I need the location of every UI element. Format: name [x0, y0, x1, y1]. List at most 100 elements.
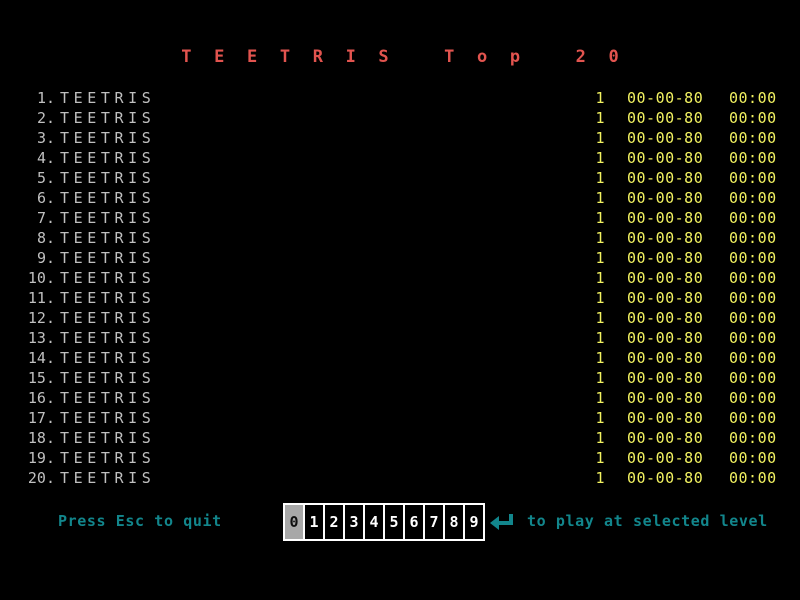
- score-row: 5. TEETRIS 1 00-00-80 00:00: [0, 168, 800, 188]
- score-time: 00:00: [729, 89, 777, 107]
- score-rank: 18.: [27, 429, 55, 447]
- score-rank: 15.: [27, 369, 55, 387]
- level-option-2[interactable]: 2: [325, 505, 345, 539]
- score-time: 00:00: [729, 129, 777, 147]
- score-time: 00:00: [729, 369, 777, 387]
- score-row: 10. TEETRIS 1 00-00-80 00:00: [0, 268, 800, 288]
- score-points: 1: [595, 129, 605, 147]
- score-points: 1: [595, 429, 605, 447]
- score-time: 00:00: [729, 329, 777, 347]
- score-player-name: TEETRIS: [60, 129, 156, 147]
- level-option-1[interactable]: 1: [305, 505, 325, 539]
- enter-return-arrow-icon: [490, 514, 516, 532]
- score-points: 1: [595, 349, 605, 367]
- score-date: 00-00-80: [627, 109, 704, 127]
- score-date: 00-00-80: [627, 189, 704, 207]
- score-points: 1: [595, 289, 605, 307]
- score-player-name: TEETRIS: [60, 429, 156, 447]
- score-points: 1: [595, 169, 605, 187]
- score-points: 1: [595, 369, 605, 387]
- score-row: 12. TEETRIS 1 00-00-80 00:00: [0, 308, 800, 328]
- score-date: 00-00-80: [627, 429, 704, 447]
- level-option-0[interactable]: 0: [285, 505, 305, 539]
- score-points: 1: [595, 309, 605, 327]
- score-time: 00:00: [729, 449, 777, 467]
- level-option-8[interactable]: 8: [445, 505, 465, 539]
- score-row: 6. TEETRIS 1 00-00-80 00:00: [0, 188, 800, 208]
- score-player-name: TEETRIS: [60, 229, 156, 247]
- score-rank: 2.: [36, 109, 55, 127]
- score-date: 00-00-80: [627, 409, 704, 427]
- score-rank: 20.: [27, 469, 55, 487]
- level-option-9[interactable]: 9: [465, 505, 483, 539]
- score-rank: 7.: [36, 209, 55, 227]
- level-option-5[interactable]: 5: [385, 505, 405, 539]
- score-rank: 1.: [36, 89, 55, 107]
- score-date: 00-00-80: [627, 209, 704, 227]
- level-option-6[interactable]: 6: [405, 505, 425, 539]
- score-time: 00:00: [729, 109, 777, 127]
- score-time: 00:00: [729, 149, 777, 167]
- score-date: 00-00-80: [627, 469, 704, 487]
- score-rank: 12.: [27, 309, 55, 327]
- score-rank: 8.: [36, 229, 55, 247]
- score-date: 00-00-80: [627, 269, 704, 287]
- score-time: 00:00: [729, 409, 777, 427]
- score-date: 00-00-80: [627, 389, 704, 407]
- score-rank: 14.: [27, 349, 55, 367]
- score-date: 00-00-80: [627, 169, 704, 187]
- score-points: 1: [595, 149, 605, 167]
- score-player-name: TEETRIS: [60, 369, 156, 387]
- level-option-7[interactable]: 7: [425, 505, 445, 539]
- score-points: 1: [595, 389, 605, 407]
- score-date: 00-00-80: [627, 229, 704, 247]
- score-rank: 17.: [27, 409, 55, 427]
- page-title: T E E T R I S T o p 2 0: [181, 47, 625, 67]
- score-player-name: TEETRIS: [60, 389, 156, 407]
- score-points: 1: [595, 109, 605, 127]
- score-points: 1: [595, 469, 605, 487]
- score-rank: 4.: [36, 149, 55, 167]
- score-rank: 11.: [27, 289, 55, 307]
- score-rank: 5.: [36, 169, 55, 187]
- score-date: 00-00-80: [627, 329, 704, 347]
- score-time: 00:00: [729, 209, 777, 227]
- score-row: 18. TEETRIS 1 00-00-80 00:00: [0, 428, 800, 448]
- score-date: 00-00-80: [627, 89, 704, 107]
- score-row: 4. TEETRIS 1 00-00-80 00:00: [0, 148, 800, 168]
- score-rank: 9.: [36, 249, 55, 267]
- score-points: 1: [595, 89, 605, 107]
- score-row: 11. TEETRIS 1 00-00-80 00:00: [0, 288, 800, 308]
- score-player-name: TEETRIS: [60, 189, 156, 207]
- score-time: 00:00: [729, 229, 777, 247]
- score-row: 16. TEETRIS 1 00-00-80 00:00: [0, 388, 800, 408]
- score-date: 00-00-80: [627, 449, 704, 467]
- score-row: 19. TEETRIS 1 00-00-80 00:00: [0, 448, 800, 468]
- high-score-table: 1. TEETRIS 1 00-00-80 00:00 2. TEETRIS 1 00-00-8…: [0, 88, 800, 488]
- score-row: 8. TEETRIS 1 00-00-80 00:00: [0, 228, 800, 248]
- level-option-3[interactable]: 3: [345, 505, 365, 539]
- score-rank: 13.: [27, 329, 55, 347]
- score-row: 13. TEETRIS 1 00-00-80 00:00: [0, 328, 800, 348]
- score-row: 7. TEETRIS 1 00-00-80 00:00: [0, 208, 800, 228]
- level-option-4[interactable]: 4: [365, 505, 385, 539]
- score-row: 9. TEETRIS 1 00-00-80 00:00: [0, 248, 800, 268]
- score-points: 1: [595, 409, 605, 427]
- score-row: 14. TEETRIS 1 00-00-80 00:00: [0, 348, 800, 368]
- score-player-name: TEETRIS: [60, 269, 156, 287]
- score-player-name: TEETRIS: [60, 409, 156, 427]
- score-row: 15. TEETRIS 1 00-00-80 00:00: [0, 368, 800, 388]
- score-rank: 10.: [27, 269, 55, 287]
- score-time: 00:00: [729, 429, 777, 447]
- score-date: 00-00-80: [627, 309, 704, 327]
- score-points: 1: [595, 209, 605, 227]
- score-player-name: TEETRIS: [60, 349, 156, 367]
- score-points: 1: [595, 269, 605, 287]
- score-row: 3. TEETRIS 1 00-00-80 00:00: [0, 128, 800, 148]
- score-player-name: TEETRIS: [60, 209, 156, 227]
- quit-hint-label: Press Esc to quit: [58, 512, 222, 530]
- score-row: 20. TEETRIS 1 00-00-80 00:00: [0, 468, 800, 488]
